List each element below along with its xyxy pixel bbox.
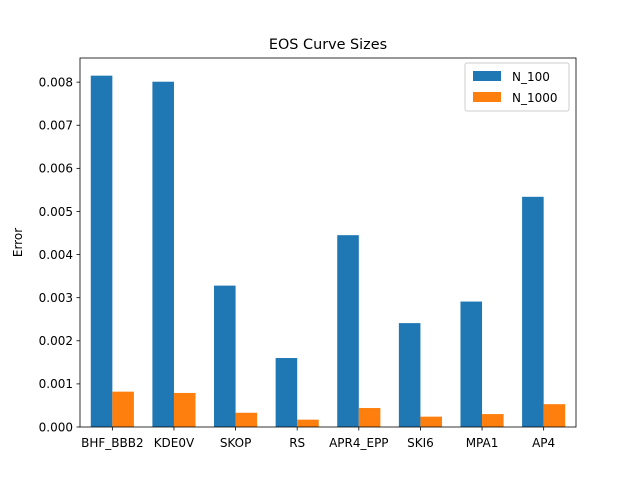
bar-n-1000-rs: [297, 419, 319, 427]
bar-n-1000-bhf-bbb2: [112, 391, 134, 427]
x-tick-label: RS: [289, 436, 305, 450]
legend-label: N_100: [512, 70, 550, 84]
legend-swatch: [473, 92, 501, 102]
legend: N_100 N_1000: [464, 62, 570, 112]
bar-n-100-kde0v: [152, 81, 174, 428]
bar-n-100-bhf-bbb2: [90, 75, 113, 428]
x-tick-label: KDE0V: [154, 436, 195, 450]
y-tick-label: 0.005: [39, 205, 73, 219]
x-tick-label: BHF_BBB2: [81, 436, 144, 450]
y-tick-label: 0.000: [39, 420, 73, 434]
bar-n-100-mpa1: [460, 301, 483, 427]
legend-swatch: [473, 71, 501, 81]
y-tick-label: 0.003: [39, 291, 73, 305]
bar-n-1000-apr4-epp: [358, 408, 381, 427]
x-tick-label: SKI6: [407, 436, 434, 450]
y-axis-label: Error: [11, 228, 25, 257]
bar-n-1000-kde0v: [173, 392, 196, 427]
bar-n-100-rs: [275, 358, 298, 427]
bar-n-1000-skop: [235, 412, 258, 427]
x-tick-label: AP4: [532, 436, 555, 450]
y-tick-label: 0.008: [39, 75, 73, 89]
y-tick-label: 0.001: [39, 377, 73, 391]
bar-n-1000-ski6: [420, 416, 442, 427]
bar-n-1000-ap4: [543, 404, 566, 427]
bar-n-100-apr4-epp: [337, 235, 359, 427]
x-tick-label: APR4_EPP: [329, 436, 388, 450]
bar-n-1000-mpa1: [482, 414, 504, 427]
x-axis-ticks: BHF_BBB2 KDE0V SKOP RS APR4_EPP SKI6 MPA1 AP4: [81, 427, 555, 450]
bar-n-100-skop: [214, 285, 236, 427]
bar-n-100-ski6: [398, 323, 421, 427]
y-axis-ticks: 0.000 0.001 0.002 0.003 0.004 0.005 0.006 0.007…: [39, 75, 80, 434]
y-tick-label: 0.002: [39, 334, 73, 348]
legend-label: N_1000: [512, 91, 558, 105]
plot-frame: [79, 57, 577, 428]
x-tick-label: SKOP: [220, 436, 252, 450]
x-tick-label: MPA1: [466, 436, 499, 450]
chart-title: EOS Curve Sizes: [269, 37, 387, 53]
y-tick-label: 0.004: [39, 248, 73, 262]
bar-n-100-ap4: [522, 196, 544, 427]
y-tick-label: 0.007: [39, 119, 73, 133]
y-tick-label: 0.006: [39, 162, 73, 176]
bars-group: [90, 75, 566, 428]
